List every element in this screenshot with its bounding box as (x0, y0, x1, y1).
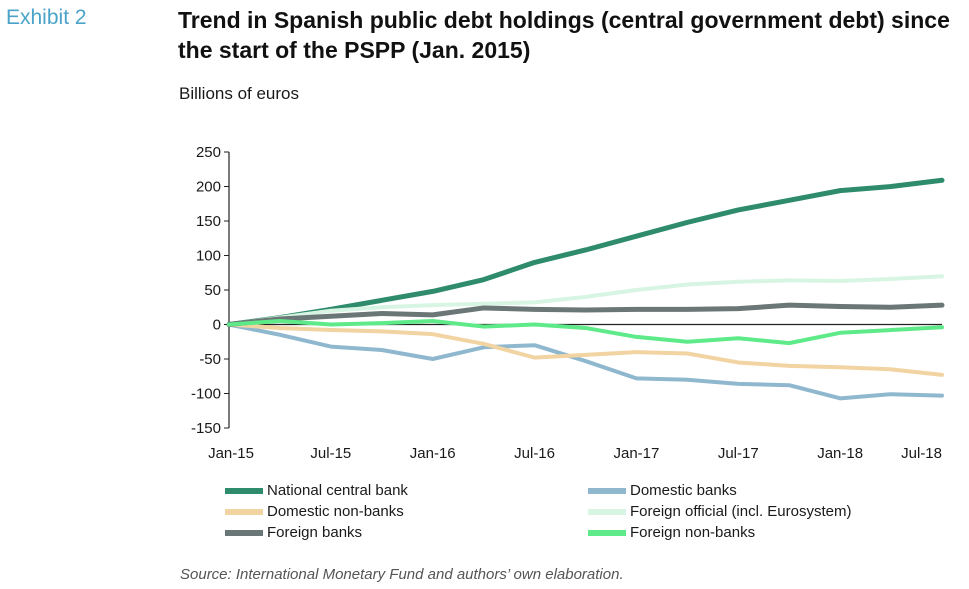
legend-swatch (225, 529, 263, 536)
legend-label: Domestic banks (630, 482, 737, 499)
legend-item: Domestic banks (588, 482, 737, 499)
x-tick-label: Jul-17 (718, 445, 759, 462)
legend-item: Foreign non-banks (588, 524, 755, 541)
chart-plot: 250 200 150 100 50 0 -50 -100 -150 Jan-15 Jul-15 Ja… (191, 144, 945, 462)
y-tick-label: 200 (196, 179, 221, 196)
exhibit-label: Exhibit 2 (6, 6, 87, 29)
legend-label: Domestic non-banks (267, 503, 404, 520)
legend-item: Foreign banks (225, 524, 362, 541)
legend-item: Foreign official (incl. Eurosystem) (588, 503, 851, 520)
legend-swatch (588, 487, 626, 494)
chart-lines (226, 177, 945, 401)
y-axis-unit-label: Billions of euros (179, 84, 300, 103)
chart-axes: 250 200 150 100 50 0 -50 -100 -150 Jan-15 Jul-15 Ja… (191, 144, 942, 462)
y-tick-label: 150 (196, 213, 221, 230)
x-tick-label: Jul-18 (901, 445, 942, 462)
series-line-0 (226, 177, 945, 327)
series-line-4 (226, 302, 945, 327)
legend-item: National central bank (225, 482, 408, 499)
series-line-2 (227, 322, 944, 377)
x-tick-label: Jan-16 (410, 445, 456, 462)
y-tick-label: -150 (191, 420, 221, 437)
legend-label: Foreign banks (267, 524, 363, 541)
y-tick-label: 50 (204, 282, 221, 299)
x-tick-label: Jan-17 (613, 445, 659, 462)
legend-swatch (588, 529, 626, 536)
legend-label: National central bank (267, 482, 408, 499)
y-tick-label: -50 (199, 351, 221, 368)
series-line-1 (227, 322, 944, 401)
x-tick-label: Jul-15 (310, 445, 351, 462)
chart-legend: National central bank Domestic non-banks F… (225, 482, 925, 544)
legend-label: Foreign official (incl. Eurosystem) (630, 503, 852, 520)
legend-label: Foreign non-banks (630, 524, 756, 541)
legend-item: Domestic non-banks (225, 503, 404, 520)
legend-swatch (588, 508, 626, 515)
y-tick-label: 100 (196, 248, 221, 265)
x-tick-label: Jul-16 (514, 445, 555, 462)
series-line-5 (227, 319, 944, 346)
series-line-3 (227, 274, 944, 327)
x-tick-label: Jan-18 (817, 445, 863, 462)
y-tick-label: -100 (191, 386, 221, 403)
source-note: Source: International Monetary Fund and … (180, 566, 624, 583)
legend-swatch (225, 508, 263, 515)
chart-title: Trend in Spanish public debt holdings (c… (178, 7, 950, 63)
y-tick-label: 250 (196, 144, 221, 161)
x-tick-label: Jan-15 (208, 445, 254, 462)
y-tick-label: 0 (213, 317, 221, 334)
legend-swatch (225, 487, 263, 494)
